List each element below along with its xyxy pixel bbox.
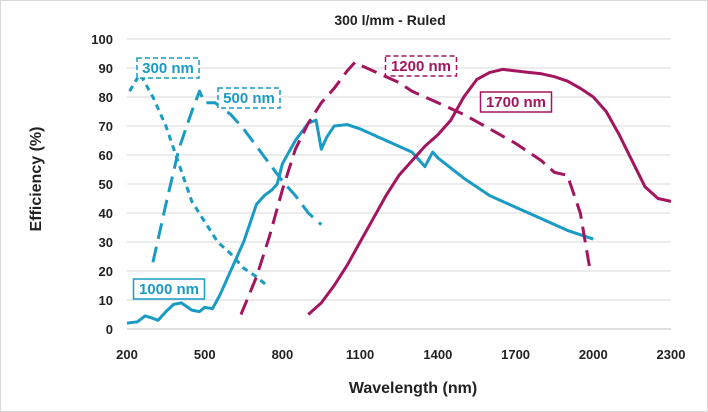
- x-tick-label: 1700: [501, 347, 530, 362]
- y-tick-label: 30: [99, 235, 113, 250]
- series-line-300-nm: [128, 72, 268, 287]
- series-line-1000-nm: [126, 118, 594, 325]
- y-tick-label: 80: [99, 90, 113, 105]
- series-labels: 300 nm 500 nm 1000 nm 1200 nm 1700 nm: [132, 55, 553, 300]
- series-label-box: [479, 91, 553, 113]
- y-tick-label: 10: [99, 293, 113, 308]
- y-tick-label: 90: [99, 61, 113, 76]
- x-tick-label: 2300: [657, 347, 686, 362]
- x-axis-title: Wavelength (nm): [349, 380, 477, 397]
- series-label-text: 1200 nm: [391, 58, 451, 75]
- series-label-text: 500 nm: [223, 90, 275, 107]
- y-tick-label: 50: [99, 177, 113, 192]
- series-label-box: [217, 87, 281, 109]
- x-tick-label: 200: [116, 347, 138, 362]
- series-label-500-nm: 500 nm: [217, 87, 281, 109]
- x-tick-label: 2000: [579, 347, 608, 362]
- series-label-box: [132, 278, 206, 300]
- data-series: [126, 60, 672, 325]
- series-line-1200-nm: [239, 60, 593, 316]
- y-axis-title: Efficiency (%): [28, 127, 45, 232]
- x-tick-label: 800: [272, 347, 294, 362]
- axes: 0 10 20 30 40 50 60 70 80 90 100 200 500 800 1100 1400 1…: [91, 32, 685, 362]
- series-label-1000-nm: 1000 nm: [132, 278, 206, 300]
- series-label-box: [384, 55, 458, 77]
- series-line-1700-nm: [307, 67, 672, 316]
- chart-title: 300 l/mm - Ruled: [334, 12, 445, 28]
- series-line-500-nm: [151, 89, 323, 263]
- series-label-text: 1700 nm: [486, 94, 546, 111]
- series-label-text: 1000 nm: [139, 281, 199, 298]
- y-tick-label: 60: [99, 148, 113, 163]
- series-label-300-nm: 300 nm: [136, 57, 200, 79]
- x-tick-label: 1100: [346, 347, 374, 362]
- series-label-box: [136, 57, 200, 79]
- y-tick-label: 20: [99, 264, 113, 279]
- y-tick-label: 40: [99, 206, 113, 221]
- y-tick-label: 100: [91, 32, 113, 47]
- series-label-1700-nm: 1700 nm: [479, 91, 553, 113]
- y-tick-label: 70: [99, 119, 113, 134]
- x-tick-label: 1400: [423, 347, 452, 362]
- y-tick-label: 0: [106, 322, 113, 337]
- x-tick-label: 500: [194, 347, 216, 362]
- series-label-1200-nm: 1200 nm: [384, 55, 458, 77]
- series-label-text: 300 nm: [142, 60, 194, 77]
